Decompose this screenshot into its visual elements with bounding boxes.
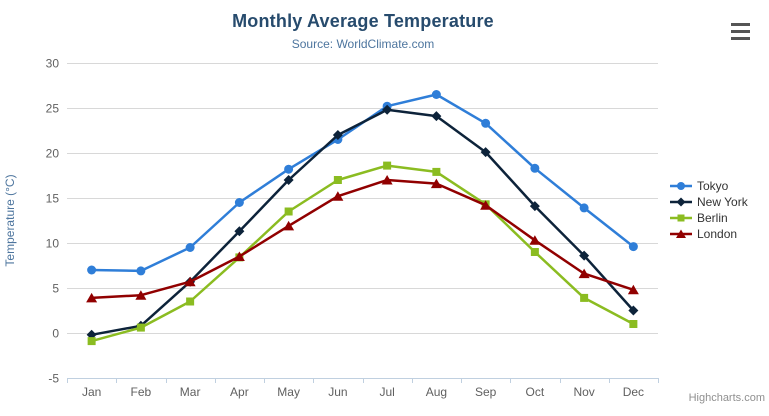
data-point-tokyo bbox=[87, 265, 97, 275]
data-point-new-york bbox=[431, 111, 442, 122]
series-new-york bbox=[86, 104, 639, 340]
chart-subtitle: Source: WorldClimate.com bbox=[291, 37, 435, 51]
legend-label: London bbox=[697, 227, 738, 241]
x-axis-label: Feb bbox=[131, 385, 152, 399]
data-point-london bbox=[283, 220, 295, 231]
data-point-london bbox=[135, 290, 147, 300]
legend-label: New York bbox=[697, 195, 748, 209]
data-point-london bbox=[627, 284, 639, 295]
y-axis-label: 5 bbox=[52, 282, 59, 296]
x-axis-label: May bbox=[277, 385, 300, 399]
data-point-berlin bbox=[333, 176, 342, 184]
diamond-marker-icon bbox=[670, 197, 692, 207]
legend-symbol-marker bbox=[677, 214, 685, 222]
data-point-london bbox=[529, 235, 541, 245]
x-axis-label: Dec bbox=[623, 385, 644, 399]
credits-link[interactable]: Highcharts.com bbox=[688, 392, 765, 404]
data-point-tokyo bbox=[481, 118, 491, 128]
x-axis-label: Jan bbox=[82, 385, 101, 399]
context-menu-button[interactable] bbox=[730, 20, 754, 42]
data-point-berlin bbox=[530, 248, 539, 256]
data-point-berlin bbox=[580, 293, 589, 302]
legend-item-berlin[interactable]: Berlin bbox=[670, 210, 748, 226]
x-axis-label: Sep bbox=[475, 385, 497, 399]
legend-symbol-marker bbox=[676, 229, 686, 238]
y-axis-label: 15 bbox=[46, 192, 60, 206]
data-point-london bbox=[332, 191, 344, 201]
data-point-tokyo bbox=[579, 203, 589, 213]
data-point-new-york bbox=[234, 226, 245, 237]
data-point-tokyo bbox=[530, 163, 540, 173]
data-point-london bbox=[184, 276, 196, 287]
legend-label: Tokyo bbox=[697, 179, 729, 193]
legend-label: Berlin bbox=[697, 211, 728, 225]
legend-item-new-york[interactable]: New York bbox=[670, 194, 748, 210]
data-point-berlin bbox=[136, 323, 145, 332]
series-line-berlin bbox=[90, 164, 635, 343]
y-axis-label: 10 bbox=[46, 237, 60, 251]
x-axis-label: Nov bbox=[573, 385, 594, 399]
legend-symbol-marker bbox=[677, 182, 685, 190]
series-london bbox=[86, 175, 639, 303]
data-point-tokyo bbox=[628, 242, 638, 252]
y-axis-label: 30 bbox=[46, 57, 60, 71]
data-point-new-york bbox=[529, 201, 540, 212]
y-axis-label: -5 bbox=[48, 372, 59, 386]
data-point-tokyo bbox=[234, 198, 244, 207]
data-point-london bbox=[86, 292, 98, 303]
x-axis-label: Jul bbox=[379, 385, 394, 399]
y-axis-title: Temperature (°C) bbox=[3, 174, 17, 266]
y-axis-label: 0 bbox=[52, 327, 59, 341]
x-axis-label: Apr bbox=[230, 385, 249, 399]
circle-marker-icon bbox=[670, 182, 692, 190]
y-axis-label: 25 bbox=[46, 102, 60, 116]
data-point-tokyo bbox=[284, 164, 294, 174]
legend: Tokyo New York Berlin London bbox=[670, 178, 748, 242]
y-axis-label: 20 bbox=[46, 147, 60, 161]
data-point-new-york bbox=[579, 250, 590, 261]
data-point-new-york bbox=[480, 147, 491, 158]
data-point-london bbox=[233, 251, 245, 261]
data-point-tokyo bbox=[185, 243, 195, 252]
legend-item-tokyo[interactable]: Tokyo bbox=[670, 178, 748, 194]
data-point-berlin bbox=[432, 167, 441, 176]
data-point-london bbox=[430, 178, 442, 189]
data-point-tokyo bbox=[136, 266, 146, 276]
triangle-marker-icon bbox=[670, 229, 692, 238]
data-point-new-york bbox=[628, 305, 639, 316]
series-line-tokyo bbox=[90, 93, 635, 273]
data-point-london bbox=[480, 200, 492, 210]
series-line-london bbox=[90, 178, 635, 300]
data-point-berlin bbox=[629, 320, 638, 328]
x-axis-label: Jun bbox=[328, 385, 347, 399]
data-point-berlin bbox=[383, 161, 392, 170]
series-line-new-york bbox=[90, 108, 635, 337]
data-point-tokyo bbox=[431, 90, 441, 99]
data-point-berlin bbox=[186, 297, 195, 306]
data-point-new-york bbox=[382, 104, 393, 115]
legend-item-london[interactable]: London bbox=[670, 226, 748, 242]
data-point-london bbox=[578, 268, 590, 279]
series-tokyo bbox=[87, 90, 638, 276]
x-axis-label: Oct bbox=[526, 385, 545, 399]
square-marker-icon bbox=[670, 214, 692, 222]
data-point-new-york bbox=[332, 130, 343, 140]
x-axis-label: Aug bbox=[426, 385, 447, 399]
data-point-berlin bbox=[284, 207, 293, 216]
data-point-new-york bbox=[283, 175, 294, 185]
data-point-berlin bbox=[87, 337, 96, 346]
chart-title: Monthly Average Temperature bbox=[232, 11, 494, 31]
data-point-london bbox=[381, 175, 393, 185]
legend-symbol-marker bbox=[676, 197, 686, 207]
x-axis-label: Mar bbox=[180, 385, 201, 399]
